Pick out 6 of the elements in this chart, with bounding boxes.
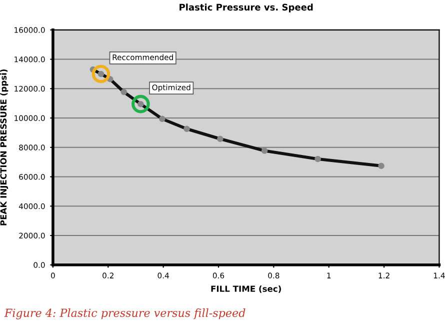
- chart-title: Plastic Pressure vs. Speed: [180, 4, 313, 12]
- point: [132, 94, 150, 114]
- y-axis-title: PEAK INJECTION PRESSURE (ppsi): [0, 69, 8, 226]
- point: [92, 64, 110, 84]
- x-axis-title: FILL TIME (sec): [211, 285, 281, 293]
- caption: Figure 4: Plastic pressure versus fill-speed: [4, 308, 246, 320]
